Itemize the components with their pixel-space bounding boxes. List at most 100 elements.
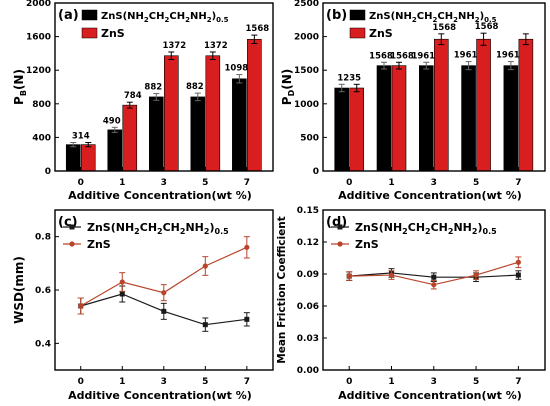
data-label: 784: [124, 91, 142, 101]
data-point: [431, 274, 437, 280]
y-tick-label: 500: [300, 133, 319, 143]
x-axis-label: Additive Concentration(wt %): [338, 189, 522, 202]
y-tick-label: 1600: [26, 33, 51, 43]
data-label: 1372: [204, 41, 228, 51]
x-tick-label: 3: [161, 178, 167, 188]
data-point: [202, 263, 208, 269]
data-point: [473, 272, 479, 278]
chart-panel-a: 3144907848821372882137210981568040080012…: [12, 0, 274, 202]
legend-marker: [337, 241, 343, 247]
chart-panel-d: 0.00 0.03 0.06 0.09 0.12 0.15 0 1 3 5 7 Additive Co…: [276, 206, 546, 402]
x-tick-label: 0: [346, 178, 352, 188]
data-label: 1372: [162, 41, 186, 51]
legend-marker: [69, 224, 75, 230]
data-point: [346, 273, 352, 279]
data-point: [119, 279, 125, 285]
x-tick-label: 5: [202, 178, 208, 188]
y-axis-label: Mean Friction Coefficient: [276, 216, 288, 363]
y-axis-label: PD(N): [280, 69, 296, 105]
data-point: [431, 282, 437, 288]
x-tick-label: 7: [244, 377, 250, 387]
x-tick-label: 7: [244, 178, 250, 188]
y-tick-label: 1500: [294, 66, 319, 76]
bar: [107, 129, 123, 172]
chart-panel-b: 1235156815681961156819611568196105001000…: [280, 0, 546, 202]
y-tick-label: 0.00: [297, 366, 319, 376]
legend-label: ZnS: [87, 238, 111, 251]
y-tick-label: 1200: [26, 66, 51, 76]
legend-swatch: [349, 27, 366, 39]
legend-marker: [69, 241, 75, 247]
x-tick-label: 5: [202, 377, 208, 387]
legend-swatch: [81, 9, 98, 21]
x-tick-label: 0: [346, 377, 352, 387]
data-label: 1961: [454, 51, 478, 61]
legend-label: ZnS(NH2CH2CH2NH2)0.5: [101, 11, 229, 24]
data-point: [244, 316, 250, 322]
bar: [122, 104, 138, 172]
y-tick-label: 2000: [294, 33, 319, 43]
legend-label: ZnS: [355, 238, 379, 251]
bar: [334, 87, 350, 172]
x-tick-label: 0: [78, 377, 84, 387]
bar: [476, 38, 491, 172]
bar: [461, 65, 476, 172]
legend-label: ZnS(NH2CH2CH2NH2)0.5: [87, 221, 229, 236]
plot-frame: [322, 209, 546, 371]
x-tick-label: 0: [78, 178, 84, 188]
legend-label: ZnS: [369, 27, 393, 40]
y-tick-label: 0: [313, 167, 319, 177]
data-point: [244, 244, 250, 250]
bar: [376, 65, 392, 172]
data-label: 1568: [390, 51, 414, 61]
y-tick-label: 800: [32, 100, 51, 110]
y-axis-label: PB(N): [12, 69, 28, 105]
y-tick-label: 0.4: [35, 339, 51, 349]
x-axis-label: Additive Concentration(wt %): [68, 189, 252, 202]
chart-panel-c: 0.4 0.6 0.8 0 1 3 5 7 Additive Concentration(wt …: [12, 209, 274, 402]
x-tick-label: 7: [515, 178, 521, 188]
data-label: 882: [144, 83, 162, 93]
data-point: [78, 303, 84, 309]
data-label: 1235: [337, 73, 361, 83]
data-point: [161, 308, 167, 314]
y-tick-label: 0.06: [297, 302, 319, 312]
panel-label: (a): [58, 8, 79, 23]
x-axis-label: Additive Concentration(wt %): [68, 389, 252, 402]
x-tick-label: 1: [119, 178, 125, 188]
data-label: 1568: [369, 51, 393, 61]
data-label: 1568: [246, 24, 270, 34]
x-tick-label: 1: [388, 377, 394, 387]
y-tick-label: 0.8: [35, 233, 51, 243]
bar: [80, 144, 96, 172]
panel-label: (d): [326, 215, 347, 230]
data-label: 1098: [225, 64, 249, 74]
data-point: [515, 259, 521, 265]
y-tick-label: 1000: [294, 100, 319, 110]
bar: [418, 65, 434, 172]
panel-label: (b): [326, 8, 347, 23]
x-tick-label: 3: [431, 377, 437, 387]
legend-swatch: [81, 27, 98, 39]
y-tick-label: 400: [32, 133, 51, 143]
x-tick-label: 7: [515, 377, 521, 387]
x-tick-label: 5: [473, 377, 479, 387]
x-tick-label: 3: [161, 377, 167, 387]
bar: [65, 144, 81, 172]
bar: [163, 55, 179, 172]
data-label: 1568: [432, 23, 456, 33]
x-tick-label: 3: [431, 178, 437, 188]
panel-label: (c): [58, 215, 78, 230]
legend-label: ZnS(NH2CH2CH2NH2)0.5: [369, 11, 497, 24]
bar: [391, 65, 407, 172]
legend-swatch: [349, 9, 366, 21]
y-tick-label: 0: [45, 167, 51, 177]
data-point: [515, 272, 521, 278]
y-tick-label: 2000: [26, 0, 51, 9]
bar: [349, 87, 365, 172]
bar: [433, 38, 449, 172]
data-label: 1961: [496, 51, 520, 61]
y-tick-label: 0.12: [297, 238, 319, 248]
data-point: [119, 291, 125, 297]
